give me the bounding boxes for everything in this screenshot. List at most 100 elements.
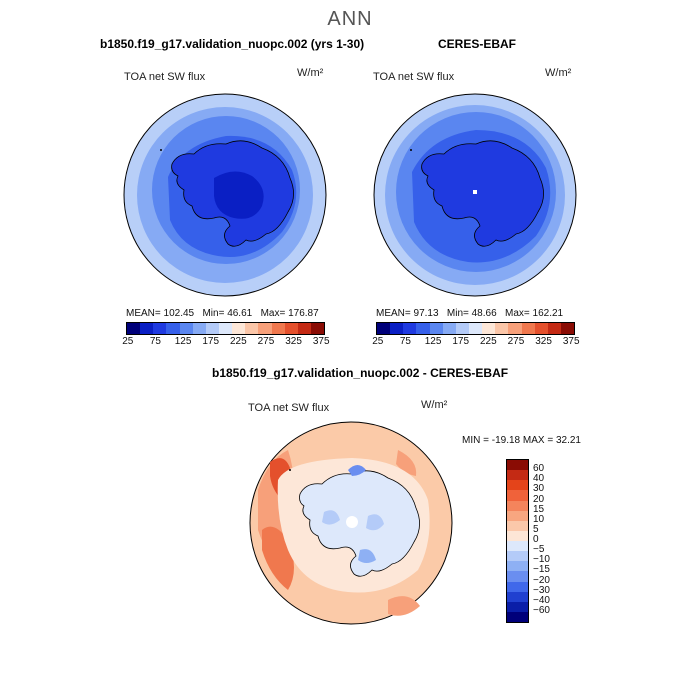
diff-units-label: W/m² [421,399,448,411]
model-panel-title: b1850.f19_g17.validation_nuopc.002 (yrs … [100,37,365,51]
obs-variable-label: TOA net SW flux [373,71,455,83]
colorbar-swatch [245,323,259,334]
colorbar-swatch [140,323,154,334]
colorbar-tick-label: 5 [533,523,539,535]
colorbar-swatch [468,323,483,334]
colorbar-tick-label: 20 [533,493,545,505]
colorbar-swatch [442,323,456,334]
colorbar-swatch [310,323,325,334]
colorbar-swatch [507,541,528,552]
colorbar-tick-label: 10 [533,513,545,525]
colorbar-tick-label: 375 [312,336,330,347]
colorbar-swatch [429,323,443,334]
colorbar-swatch [507,510,528,521]
colorbar-swatch [507,581,528,592]
colorbar-tick-label: −20 [533,574,550,586]
obs-panel-title: CERES-EBAF [438,37,517,51]
colorbar-tick-label: 225 [229,336,247,347]
model-stats: MEAN= 102.45 Min= 46.61 Max= 176.87 [126,308,319,319]
colorbar-swatch [507,520,528,531]
colorbar-swatch [258,323,272,334]
diff-variable-label: TOA net SW flux [248,402,330,414]
colorbar-tick-label: −40 [533,594,550,606]
colorbar-tick-label: 15 [533,503,545,515]
colorbar-swatch [507,611,528,622]
colorbar-swatch [507,500,528,511]
colorbar-tick-label: 25 [372,336,384,347]
colorbar-tick-label: 275 [507,336,525,347]
colorbar-swatch [166,323,180,334]
colorbar-swatch [127,323,141,334]
colorbar-swatch [507,490,528,501]
colorbar-swatch [271,323,285,334]
colorbar-tick-label: 40 [533,473,545,485]
colorbar-swatch [507,460,528,471]
colorbar-swatch [507,591,528,602]
colorbar-swatch [297,323,311,334]
model-mean-label: MEAN= [126,308,161,319]
colorbar-swatch [507,480,528,491]
diff-stats: MIN = -19.18 MAX = 32.21 [462,435,581,446]
colorbar-swatch [521,323,535,334]
colorbar-tick-label: 375 [562,336,580,347]
figure-title: ANN [327,8,373,30]
colorbar-swatch [547,323,561,334]
colorbar-swatch [560,323,575,334]
colorbar-tick-label: 30 [533,483,545,495]
colorbar-tick-label: 225 [479,336,497,347]
obs-units-label: W/m² [545,67,572,79]
obs-max: 162.21 [532,308,564,319]
obs-min: 48.66 [471,308,497,319]
colorbar-swatch [179,323,193,334]
colorbar-tick-label: −10 [533,554,550,566]
colorbar-swatch [403,323,417,334]
colorbar-swatch [377,323,391,334]
colorbar-swatch [507,551,528,562]
obs-polar-map [373,93,577,297]
diff-min: -19.18 [491,435,521,446]
colorbar-swatch [153,323,167,334]
diff-max-label: MAX = [522,435,554,446]
colorbar-tick-label: −30 [533,584,550,596]
diff-min-label: MIN = [462,435,489,446]
colorbar-swatch [455,323,469,334]
colorbar-swatch [482,323,496,334]
model-polar-map [123,93,327,297]
colorbar-tick-label: 325 [285,336,302,347]
obs-antarctica-outline [421,140,544,247]
diff-colorbar [506,459,529,623]
colorbar-swatch [508,323,522,334]
colorbar-swatch [416,323,430,334]
model-colorbar-ticks: 25 75 125 175 225 275 325 375 [114,336,335,347]
model-min-label: Min= [202,308,225,319]
colorbar-swatch [232,323,246,334]
colorbar-swatch [507,601,528,612]
colorbar-tick-label: 275 [257,336,275,347]
colorbar-tick-label: 175 [202,336,220,347]
colorbar-tick-label: −60 [533,604,550,616]
model-mean: 102.45 [163,308,195,319]
obs-colorbar-ticks: 25 75 125 175 225 275 325 375 [364,336,585,347]
model-min: 46.61 [227,308,253,319]
colorbar-swatch [507,571,528,582]
colorbar-swatch [205,323,219,334]
colorbar-tick-label: 75 [149,336,161,347]
colorbar-tick-label: 325 [535,336,552,347]
colorbar-swatch [495,323,509,334]
model-max: 176.87 [288,308,319,319]
colorbar-swatch [507,530,528,541]
colorbar-tick-label: 175 [452,336,470,347]
model-variable-label: TOA net SW flux [124,71,206,83]
colorbar-swatch [507,470,528,481]
colorbar-tick-label: −5 [533,544,545,556]
obs-max-label: Max= [505,308,530,319]
diff-max: 32.21 [555,435,581,446]
colorbar-tick-label: 60 [533,463,545,475]
model-units-label: W/m² [297,67,324,79]
diff-panel-title: b1850.f19_g17.validation_nuopc.002 - CER… [212,366,509,380]
obs-stats: MEAN= 97.13 Min= 48.66 Max= 162.21 [376,308,563,319]
model-colorbar [126,322,325,335]
colorbar-swatch [534,323,548,334]
obs-colorbar [376,322,575,335]
model-max-label: Max= [260,308,286,319]
